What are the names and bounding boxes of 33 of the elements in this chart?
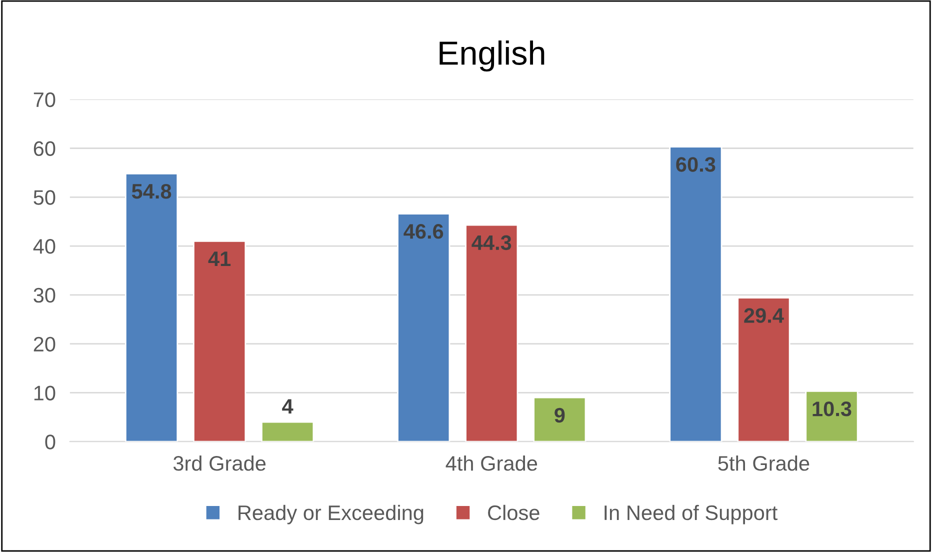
bar bbox=[533, 396, 586, 442]
y-tick-label: 30 bbox=[34, 288, 56, 303]
legend-label: In Need of Support bbox=[604, 504, 778, 524]
y-tick-label: 50 bbox=[34, 190, 56, 205]
y-tick-label: 70 bbox=[34, 92, 56, 108]
data-label: 29.4 bbox=[744, 308, 784, 323]
data-label: 46.6 bbox=[404, 224, 444, 239]
data-label: 54.8 bbox=[132, 184, 172, 199]
x-tick-label: 3rd Grade bbox=[173, 455, 266, 471]
data-label: 10.3 bbox=[812, 402, 852, 416]
bar bbox=[737, 297, 790, 442]
bar bbox=[465, 224, 518, 442]
data-label: 41 bbox=[208, 252, 231, 266]
data-label: 44.3 bbox=[472, 235, 512, 250]
data-label: 9 bbox=[554, 408, 565, 423]
x-tick-label: 4th Grade bbox=[446, 455, 538, 471]
bar bbox=[124, 172, 178, 442]
data-label: 60.3 bbox=[676, 157, 716, 172]
chart-title: English bbox=[440, 40, 544, 72]
bar bbox=[193, 240, 246, 442]
bar bbox=[261, 421, 314, 442]
data-label: 4 bbox=[282, 399, 294, 414]
bar bbox=[397, 213, 450, 442]
y-tick-label: 10 bbox=[34, 386, 56, 400]
legend-label: Ready or Exceeding bbox=[238, 504, 424, 524]
y-tick-label: 0 bbox=[45, 434, 56, 450]
legend-label: Close bbox=[488, 504, 540, 520]
bar bbox=[669, 146, 722, 442]
x-tick-label: 5th Grade bbox=[718, 455, 810, 471]
y-tick-label: 60 bbox=[34, 141, 56, 156]
bar bbox=[805, 390, 858, 442]
y-tick-label: 20 bbox=[34, 336, 56, 352]
y-tick-label: 40 bbox=[33, 239, 56, 254]
